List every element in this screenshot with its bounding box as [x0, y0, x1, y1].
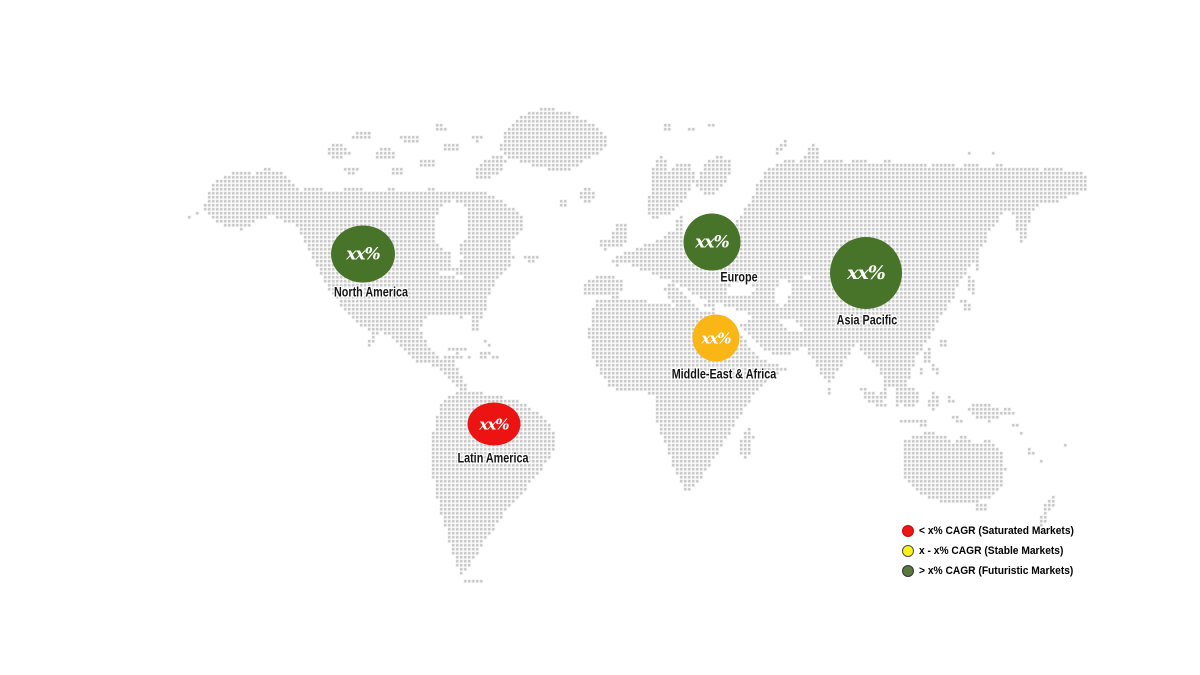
region-bubble-latin-america[interactable]: xx% [467, 402, 521, 446]
stable-marker-icon [902, 545, 914, 557]
region-bubble-north-america[interactable]: xx% [331, 225, 395, 283]
region-bubble-asia-pacific[interactable]: xx% [830, 237, 902, 309]
legend-label: < x% CAGR (Saturated Markets) [919, 525, 1074, 537]
legend-item-stable: x - x% CAGR (Stable Markets) [902, 541, 1086, 561]
cagr-legend: < x% CAGR (Saturated Markets) x - x% CAG… [902, 521, 1086, 581]
futuristic-marker-icon [902, 565, 914, 577]
region-value: xx% [479, 415, 509, 433]
region-value: xx% [695, 232, 729, 252]
region-bubble-middle-east-africa[interactable]: xx% [692, 314, 740, 362]
legend-item-futuristic: > x% CAGR (Futuristic Markets) [902, 561, 1086, 581]
region-value: xx% [701, 329, 731, 347]
legend-label: x - x% CAGR (Stable Markets) [919, 545, 1064, 557]
region-label-europe: Europe [720, 269, 758, 285]
region-value: xx% [847, 262, 886, 284]
region-label-middle-east-africa: Middle-East & Africa [671, 366, 777, 382]
region-label-latin-america: Latin America [457, 450, 529, 466]
legend-item-saturated: < x% CAGR (Saturated Markets) [902, 521, 1086, 541]
region-value: xx% [346, 244, 380, 264]
saturated-marker-icon [902, 525, 914, 537]
region-label-north-america: North America [333, 284, 409, 300]
legend-label: > x% CAGR (Futuristic Markets) [919, 565, 1074, 577]
region-label-asia-pacific: Asia Pacific [836, 312, 898, 328]
region-bubble-europe[interactable]: xx% [683, 213, 741, 271]
